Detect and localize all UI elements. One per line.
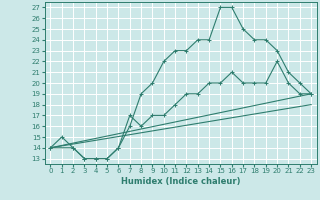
X-axis label: Humidex (Indice chaleur): Humidex (Indice chaleur): [121, 177, 241, 186]
